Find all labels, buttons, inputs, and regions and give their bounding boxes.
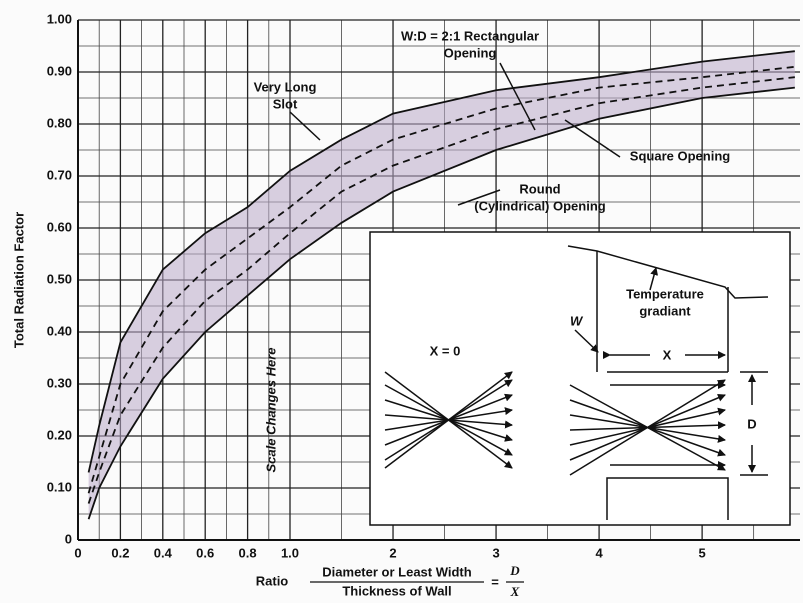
- annotation: Opening: [444, 45, 497, 60]
- y-tick-label: 0.30: [47, 375, 72, 390]
- x-axis-label: Thickness of Wall: [342, 583, 451, 598]
- x-tick-label: 0.2: [111, 545, 129, 560]
- x-axis-label: =: [491, 574, 499, 589]
- inset-label: Temperature: [626, 286, 704, 301]
- y-tick-label: 0: [65, 531, 72, 546]
- y-tick-label: 1.00: [47, 11, 72, 26]
- y-tick-label: 0.20: [47, 427, 72, 442]
- x-axis-label: D: [509, 563, 520, 578]
- inset-frame: [370, 232, 790, 525]
- annotation: Square Opening: [630, 148, 730, 163]
- x-tick-label: 4: [595, 545, 603, 560]
- inset-label: D: [747, 416, 756, 431]
- inset-label: X: [663, 347, 672, 362]
- y-tick-label: 0.70: [47, 167, 72, 182]
- x-axis-label: Ratio: [256, 573, 289, 588]
- y-tick-label: 0.40: [47, 323, 72, 338]
- annotation: (Cylindrical) Opening: [474, 198, 606, 213]
- annotation: Round: [519, 181, 560, 196]
- x-tick-label: 3: [492, 545, 499, 560]
- annotation: W:D = 2:1 Rectangular: [401, 28, 539, 43]
- inset-label: X = 0: [430, 343, 461, 358]
- inset-diagram: Temperature gradiant W X X = 0 D: [370, 232, 790, 525]
- x-tick-label: 1.0: [281, 545, 299, 560]
- x-tick-label: 0.6: [196, 545, 214, 560]
- annotation: Very Long: [254, 79, 317, 94]
- y-tick-label: 0.80: [47, 115, 72, 130]
- x-tick-label: 0: [74, 545, 81, 560]
- scale-break-label: Scale Changes Here: [263, 347, 278, 472]
- x-axis-label: Diameter or Least Width: [322, 564, 471, 579]
- x-tick-label: 2: [389, 545, 396, 560]
- y-axis-label: Total Radiation Factor: [11, 212, 26, 348]
- y-tick-label: 0.60: [47, 219, 72, 234]
- x-tick-label: 0.8: [239, 545, 257, 560]
- inset-label: W: [570, 313, 584, 328]
- x-axis-label: X: [510, 584, 520, 599]
- x-tick-label: 0.4: [154, 545, 173, 560]
- annotation: Slot: [273, 96, 298, 111]
- chart: 00.100.200.300.400.500.600.700.800.901.0…: [0, 0, 803, 603]
- y-tick-label: 0.10: [47, 479, 72, 494]
- x-tick-label: 5: [699, 545, 706, 560]
- y-tick-label: 0.90: [47, 63, 72, 78]
- y-tick-label: 0.50: [47, 271, 72, 286]
- inset-label: gradiant: [639, 303, 691, 318]
